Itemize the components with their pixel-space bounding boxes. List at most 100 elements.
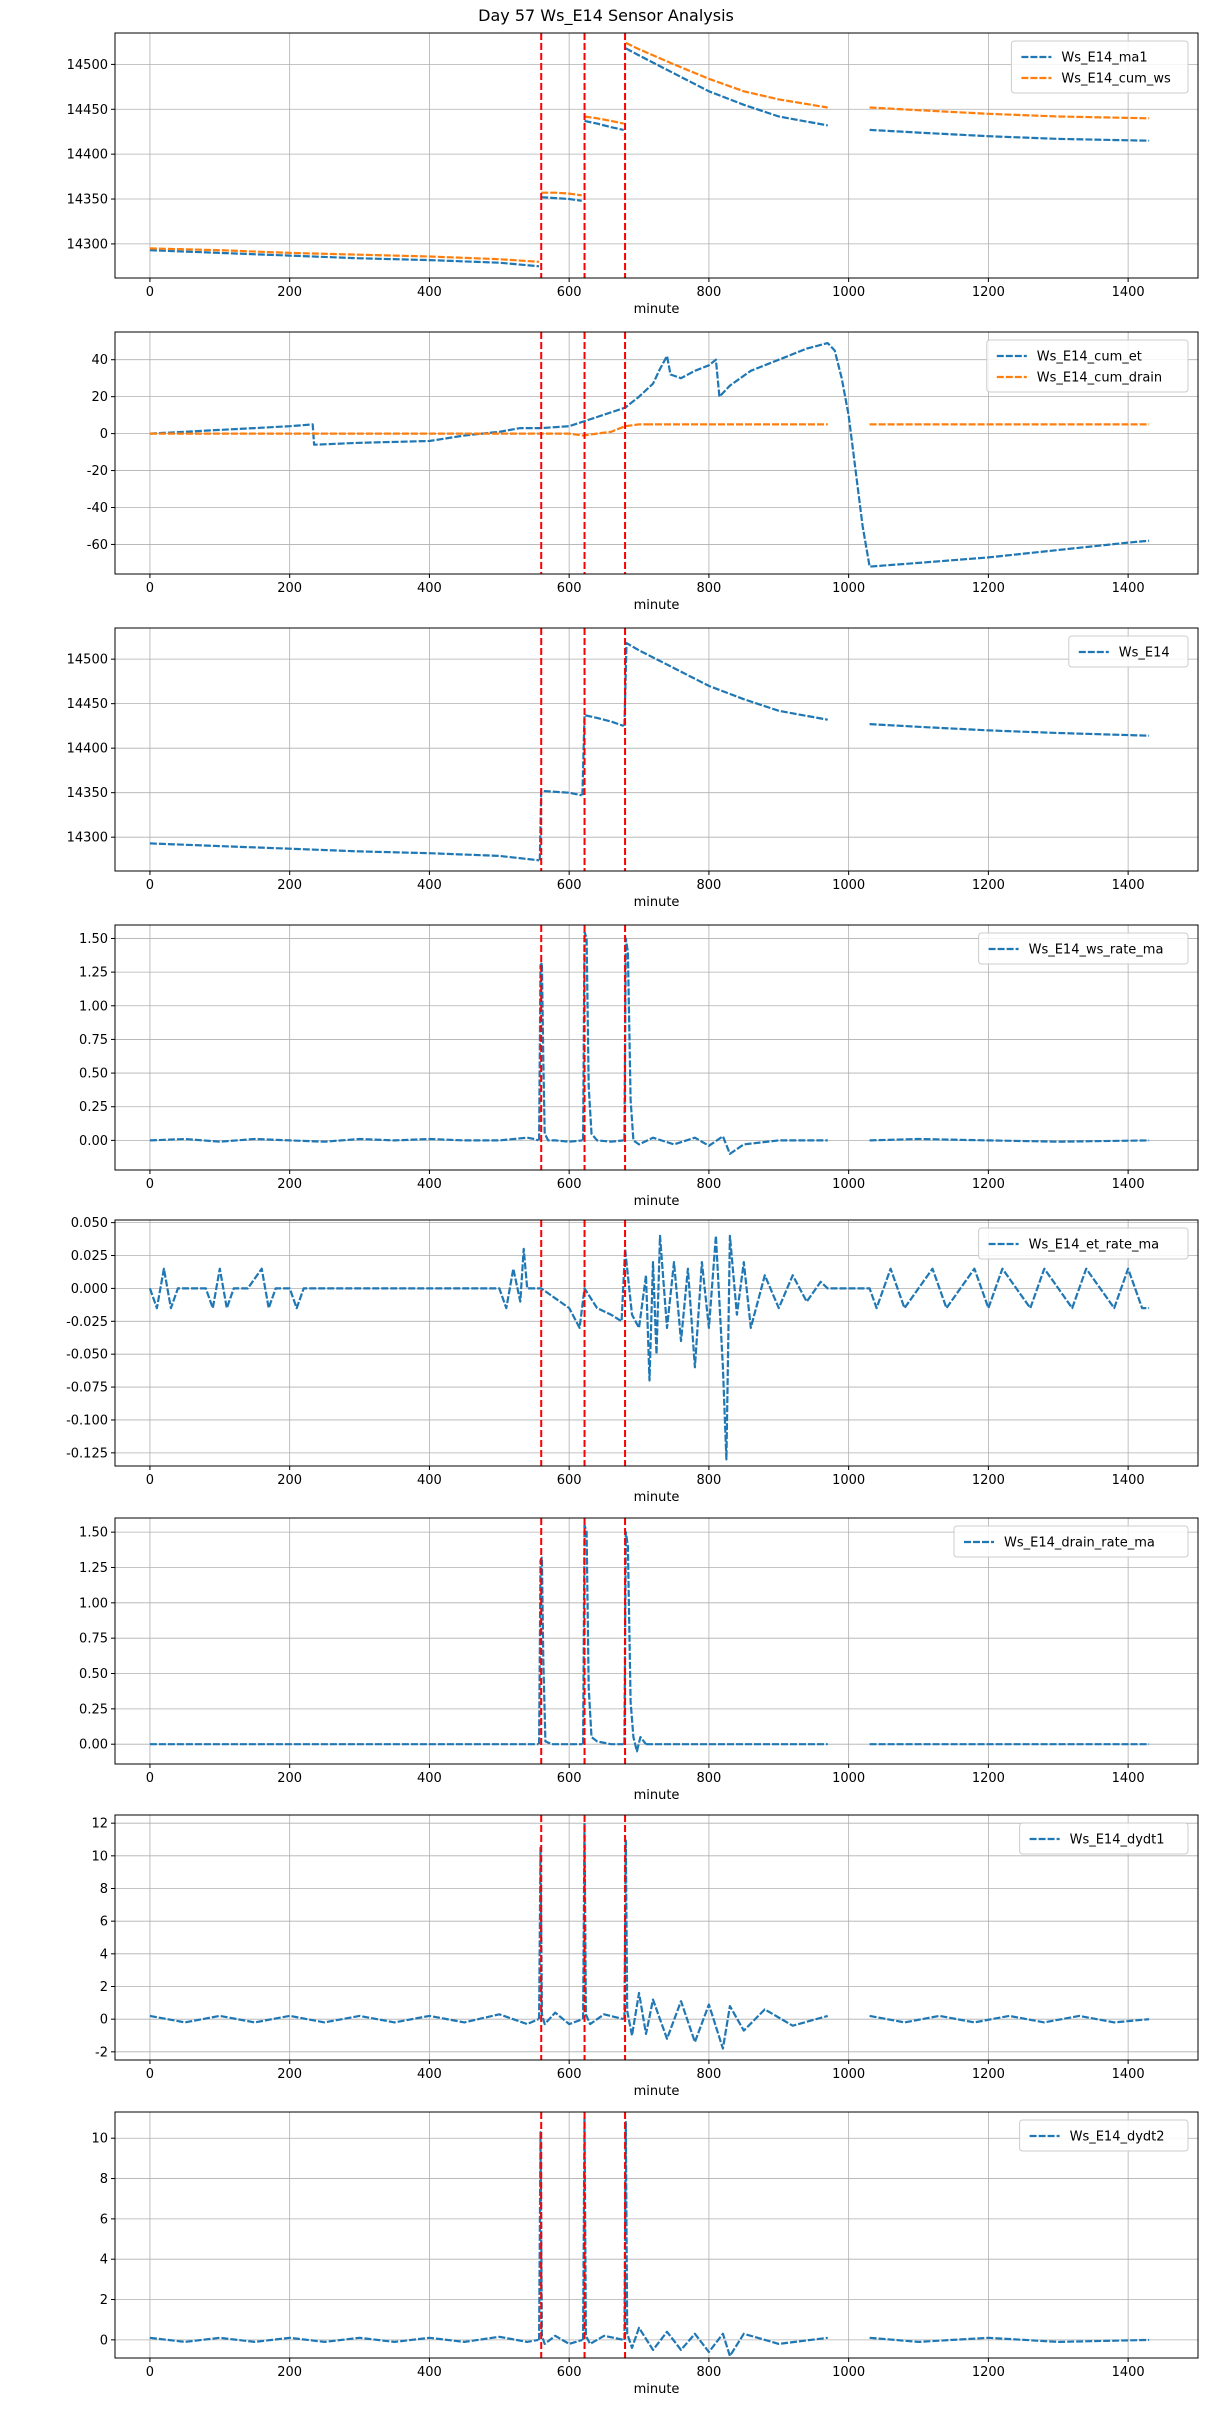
x-tick-label: 800 (696, 285, 721, 300)
y-tick-label: 0.025 (71, 1249, 108, 1264)
legend-box (1019, 1822, 1189, 1855)
legend-label: Ws_E14_cum_et (1037, 350, 1142, 365)
x-tick-label: 1000 (832, 285, 865, 300)
series-line-Ws_E14_drain_rate_ma (581, 1523, 624, 1746)
x-tick-label: 200 (277, 1177, 302, 1192)
y-tick-label: 6 (100, 2212, 108, 2227)
x-axis-label: minute (634, 1788, 680, 1803)
legend-label: Ws_E14_dydt1 (1070, 1833, 1165, 1848)
x-tick-label: 400 (417, 2067, 442, 2082)
y-tick-label: 10 (91, 1849, 108, 1864)
x-tick-label: 200 (277, 2365, 302, 2380)
plot-area (149, 332, 1150, 574)
y-tick-label: 14400 (67, 148, 108, 163)
legend-label: Ws_E14 (1119, 646, 1170, 661)
x-axis-label: minute (634, 2084, 680, 2099)
y-tick-label: 4 (100, 2253, 108, 2268)
y-tick-label: 0 (100, 427, 108, 442)
x-tick-label: 1400 (1112, 2067, 1145, 2082)
series-line-Ws_E14_ma1 (541, 196, 582, 202)
x-tick-label: 1400 (1112, 581, 1145, 596)
x-tick-label: 1400 (1112, 1771, 1145, 1786)
series-line-Ws_E14_cum_drain (149, 423, 646, 437)
series-line-Ws_E14_ma1 (584, 119, 624, 131)
series-line-Ws_E14_cum_ws (541, 191, 582, 197)
figure-title: Day 57 Ws_E14 Sensor Analysis (478, 6, 734, 26)
y-tick-label: 8 (100, 1882, 108, 1897)
x-tick-label: 0 (146, 285, 154, 300)
x-tick-label: 200 (277, 285, 302, 300)
series-line-Ws_E14_dydt2 (149, 2335, 539, 2343)
y-tick-label: 8 (100, 2172, 108, 2187)
series-line-Ws_E14_dydt1 (149, 2013, 539, 2026)
x-tick-label: 1400 (1112, 285, 1145, 300)
y-tick-label: -0.125 (66, 1446, 108, 1461)
legend: Ws_E14_dydt2 (1019, 2119, 1189, 2152)
y-tick-label: 14450 (67, 697, 108, 712)
series-line-Ws_E14_ws_rate_ma (149, 1136, 539, 1143)
y-tick-label: 0 (100, 2333, 108, 2348)
axes-frame (114, 1219, 1199, 1467)
y-tick-label: 6 (100, 1915, 108, 1930)
legend-box (986, 339, 1189, 393)
y-tick-label: 1.00 (79, 1596, 108, 1611)
y-tick-label: 0.000 (71, 1282, 108, 1297)
legend-label: Ws_E14_et_rate_ma (1029, 1238, 1160, 1253)
x-tick-label: 600 (557, 581, 582, 596)
x-tick-label: 1400 (1112, 1177, 1145, 1192)
legend-label: Ws_E14_dydt2 (1070, 2130, 1165, 2145)
y-tick-label: -2 (95, 2045, 108, 2060)
y-tick-label: 2 (100, 2293, 108, 2308)
series-line-Ws_E14_dydt1 (623, 1838, 828, 2050)
axes-frame (114, 924, 1199, 1171)
x-tick-label: 1200 (972, 2067, 1005, 2082)
legend-box (1019, 2119, 1189, 2152)
y-tick-label: 14500 (67, 58, 108, 73)
plot-area (149, 1518, 1150, 1764)
axes-frame (114, 1814, 1199, 2061)
chart-panel-7: 0 200 400 600 800 1000 1200 1400 minute -2 0 2 4 6 8 10… (91, 1814, 1199, 2099)
x-tick-label: 800 (696, 878, 721, 893)
x-axis-label: minute (634, 598, 680, 613)
x-tick-label: 800 (696, 1177, 721, 1192)
y-tick-label: 1.00 (79, 999, 108, 1014)
x-tick-label: 1000 (832, 1177, 865, 1192)
legend-box (1068, 635, 1189, 668)
series-line-Ws_E14_dydt2 (623, 2121, 828, 2358)
series-line-Ws_E14 (581, 714, 625, 796)
x-tick-label: 1200 (972, 878, 1005, 893)
x-tick-label: 800 (696, 2067, 721, 2082)
x-tick-label: 400 (417, 1473, 442, 1488)
series-line-Ws_E14_cum_ws (584, 115, 624, 125)
x-tick-label: 800 (696, 2365, 721, 2380)
y-tick-label: -40 (87, 501, 108, 516)
y-tick-label: 14350 (67, 193, 108, 208)
series-line-Ws_E14_ma1 (625, 47, 828, 127)
axes-frame (114, 32, 1199, 279)
x-tick-label: 0 (146, 1177, 154, 1192)
x-tick-label: 1400 (1112, 878, 1145, 893)
y-tick-label: 14500 (67, 653, 108, 668)
x-tick-label: 400 (417, 878, 442, 893)
legend-label: Ws_E14_drain_rate_ma (1004, 1536, 1155, 1551)
plot-area (148, 1220, 1150, 1466)
axes-frame (114, 2111, 1199, 2359)
y-tick-label: 40 (91, 353, 108, 368)
x-tick-label: 1200 (972, 1771, 1005, 1786)
series-line-Ws_E14_et_rate_ma (148, 1234, 1150, 1461)
x-tick-label: 400 (417, 1177, 442, 1192)
legend: Ws_E14_et_rate_ma (978, 1227, 1189, 1260)
y-tick-label: 14450 (67, 103, 108, 118)
chart-panel-2: 0 200 400 600 800 1000 1200 1400minute-60-40-20… (87, 331, 1199, 613)
x-tick-label: 600 (557, 2365, 582, 2380)
y-tick-label: 0.50 (79, 1067, 108, 1082)
x-axis-label: minute (634, 2382, 680, 2397)
x-tick-label: 0 (146, 878, 154, 893)
y-tick-label: 10 (91, 2132, 108, 2147)
y-tick-label: 20 (91, 390, 108, 405)
y-tick-label: 2 (100, 1980, 108, 1995)
x-tick-label: 0 (146, 1771, 154, 1786)
x-tick-label: 200 (277, 1771, 302, 1786)
plot-area (149, 1815, 1150, 2060)
y-tick-label: 12 (91, 1817, 108, 1832)
